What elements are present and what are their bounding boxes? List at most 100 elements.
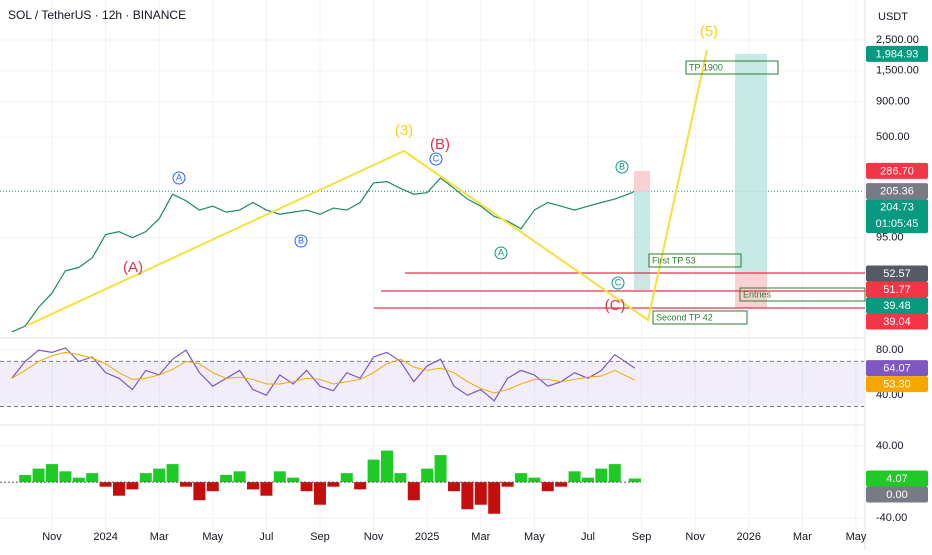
note: TP 1900 [689, 62, 723, 72]
bar [32, 468, 45, 483]
bar [595, 468, 608, 483]
bar [608, 464, 621, 483]
bar [394, 473, 407, 483]
price-badge [866, 162, 928, 179]
bar [514, 473, 527, 483]
x-tick-label: Nov [42, 531, 62, 543]
bar [45, 464, 58, 483]
bar [380, 450, 393, 483]
x-tick-label: 2024 [93, 531, 117, 543]
x-tick-label: May [524, 531, 545, 543]
bar [72, 477, 85, 483]
price-badge-label: 4.07 [886, 473, 907, 485]
bar [555, 482, 568, 487]
bar [474, 482, 487, 505]
circles [172, 152, 629, 290]
y-tick-label: 40.00 [876, 440, 904, 452]
price-badge [866, 360, 928, 377]
bar [354, 482, 367, 490]
price-badge-label: 204.73 [880, 201, 914, 213]
bar [461, 482, 474, 510]
price-badge-label: 53.30 [883, 378, 911, 390]
price-badge [866, 313, 928, 330]
price-badge-label: 39.48 [883, 300, 911, 312]
price-badge-label: 64.07 [883, 362, 911, 374]
bar [568, 471, 581, 483]
target-zone [634, 191, 650, 290]
bar [260, 482, 273, 496]
x-tick-label: Sep [632, 531, 652, 543]
bar [206, 482, 219, 492]
bar [528, 477, 541, 483]
x-tick-label: Jul [259, 531, 273, 543]
price-badge [866, 281, 928, 298]
x-tick-label: Jul [581, 531, 595, 543]
bar [153, 468, 166, 483]
price-badge [866, 297, 928, 314]
wave-letter: A [176, 172, 182, 182]
price-badge-label: 0.00 [886, 489, 907, 501]
bar [340, 473, 353, 483]
x-tick-label: Mar [793, 531, 812, 543]
y-tick-label: 500.00 [876, 131, 910, 143]
bar [112, 482, 125, 496]
line [11, 347, 636, 402]
note-box [652, 310, 748, 325]
price-badge-label: 51.77 [883, 284, 911, 296]
note-box [739, 287, 866, 302]
x-tick-label: 2026 [737, 531, 761, 543]
bar [407, 482, 420, 501]
countdown: 01:05:45 [876, 218, 919, 230]
x-tick-label: May [202, 531, 223, 543]
wave-label: (C) [605, 297, 626, 314]
note: Entries [743, 289, 772, 299]
x-tick-label: Nov [364, 531, 384, 543]
y-tick-label: 80.00 [876, 344, 904, 356]
bar [434, 455, 447, 483]
price-badge-label: 52.57 [883, 268, 911, 280]
price-badge [866, 376, 928, 393]
price-badge [866, 265, 928, 282]
price-badges: 1,984.93 286.70 205.36 204.73 01:05:45 52.57 5… [866, 45, 928, 503]
circle [615, 160, 629, 174]
bar [327, 482, 340, 487]
bar [59, 471, 72, 483]
x-tick-label: 2025 [415, 531, 439, 543]
price-badge [866, 470, 928, 487]
note-box [685, 60, 779, 75]
y-tick-label: 95.00 [876, 232, 904, 244]
bar [273, 471, 286, 483]
bar [447, 482, 460, 492]
bar [367, 459, 380, 483]
wave-path [27, 49, 708, 326]
circle [172, 171, 186, 185]
y-tick-label: 900.00 [876, 96, 910, 108]
bar [126, 482, 139, 490]
bar [287, 477, 300, 483]
x-tick-label: Sep [310, 531, 330, 543]
wave-letter: B [619, 161, 625, 171]
wave-label: (A) [123, 259, 143, 276]
price-badge [866, 199, 928, 234]
circle [611, 276, 625, 290]
wave-label: (5) [700, 23, 718, 40]
target-zone [735, 54, 767, 272]
bar [541, 482, 554, 492]
price-badge-label: 1,984.93 [876, 48, 919, 60]
bar [246, 482, 259, 490]
currency: USDT [878, 11, 908, 23]
price-badge-label: 205.36 [880, 185, 914, 197]
bar [179, 482, 192, 487]
bar [19, 474, 32, 483]
rsi-band [0, 361, 864, 407]
bar [86, 473, 99, 483]
bar [313, 482, 326, 505]
price-badge-label: 39.04 [883, 316, 911, 328]
bar [628, 478, 641, 483]
note: First TP 53 [652, 255, 696, 265]
circle [494, 246, 508, 260]
price-badge [866, 45, 928, 62]
bar [166, 464, 179, 483]
